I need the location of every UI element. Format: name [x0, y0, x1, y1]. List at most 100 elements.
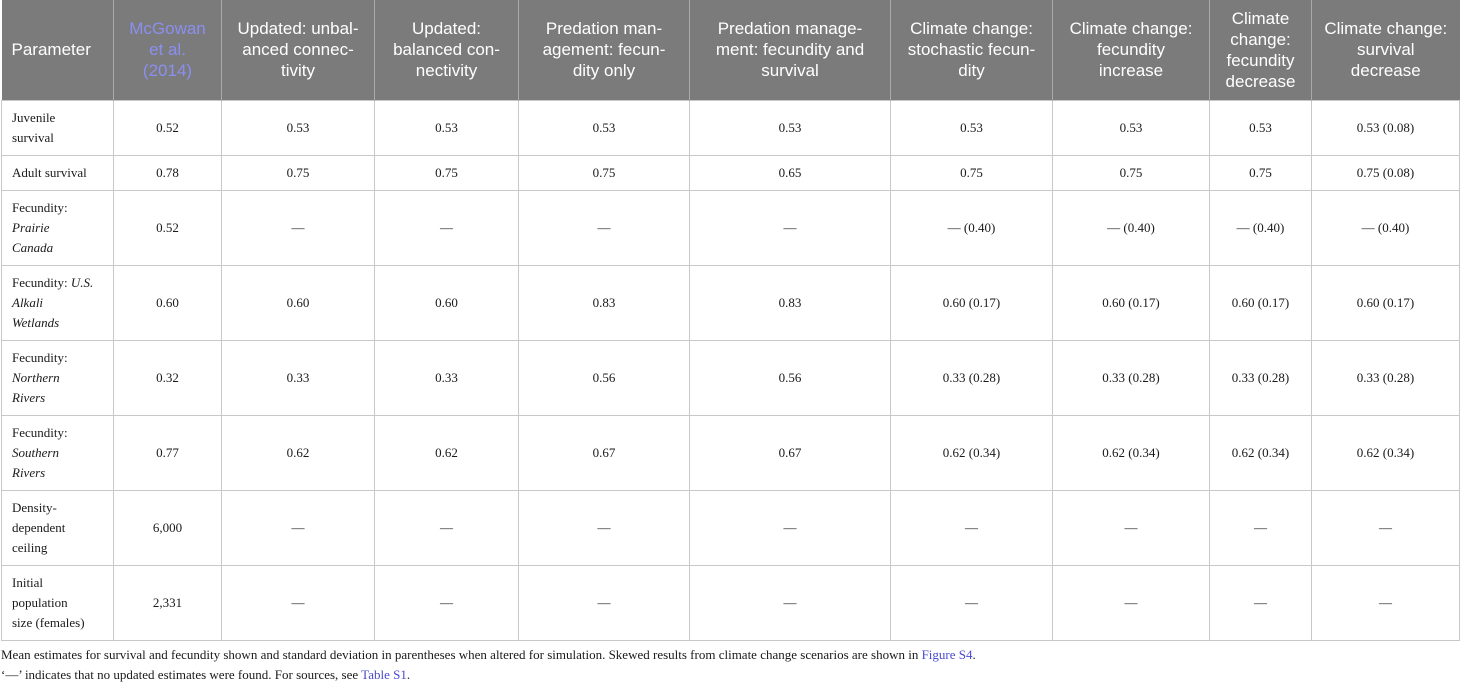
- header-line: Predation manage-: [717, 19, 863, 39]
- value-cell: 0.33: [374, 339, 519, 416]
- value-cell: —: [1209, 489, 1312, 566]
- value-cell: 0.53: [1052, 99, 1210, 156]
- parameter-text: Juvenile: [12, 109, 56, 125]
- column-header-5: Predation manage-ment: fecundity and surv…: [689, 0, 891, 100]
- column-header-0: Parameter: [1, 0, 114, 100]
- value-cell: 6,000: [113, 489, 222, 566]
- value-cell: —: [221, 564, 375, 641]
- value-cell: —: [374, 489, 519, 566]
- value-cell: 0.33 (0.28): [890, 339, 1053, 416]
- column-header-9: Climate change: survival decrease: [1311, 0, 1460, 100]
- value-cell: 0.60 (0.17): [890, 264, 1053, 341]
- value-cell: —: [221, 489, 375, 566]
- column-header-3: Updated: balanced con-nectivity: [374, 0, 519, 100]
- table-row: Fecundity: Northern Rivers 0.32 0.33 0.33 0.56…: [1, 339, 1460, 416]
- value-cell: 0.75: [890, 154, 1053, 191]
- value-cell: 0.67: [689, 414, 891, 491]
- header-line: Updated: unbal-: [237, 19, 359, 39]
- parameter-text: Fecundity:: [12, 274, 71, 290]
- mcgowan-reference-link[interactable]: McGowan et al. (2014): [129, 19, 206, 80]
- header-line: survival: [761, 61, 819, 81]
- value-cell: —: [1052, 489, 1210, 566]
- value-cell: —: [890, 489, 1053, 566]
- value-cell: — (0.40): [890, 189, 1053, 266]
- value-cell: 0.60 (0.17): [1052, 264, 1210, 341]
- parameter-text: Adult survival: [12, 164, 87, 180]
- header-line: dity: [958, 61, 985, 81]
- value-cell: 0.33 (0.28): [1209, 339, 1312, 416]
- parameter-cell: Juvenile survival: [1, 99, 114, 156]
- parameter-region: Southern: [12, 444, 59, 460]
- value-cell: 0.53: [890, 99, 1053, 156]
- value-cell: —: [890, 564, 1053, 641]
- header-line: stochastic fecun-: [907, 40, 1036, 60]
- table-row: Fecundity: Southern Rivers 0.77 0.62 0.62 0.67…: [1, 414, 1460, 491]
- header-line: fecundity: [1226, 50, 1295, 70]
- table-s1-link[interactable]: Table S1: [361, 667, 407, 682]
- parameter-region: Prairie: [12, 219, 50, 235]
- header-line: anced connec-: [242, 40, 354, 60]
- parameter-text: Density-: [12, 499, 57, 515]
- parameter-text: population: [12, 594, 68, 610]
- table-row: Adult survival 0.78 0.75 0.75 0.75 0.65 0.75 0.…: [1, 154, 1460, 191]
- parameter-region: Northern: [12, 369, 60, 385]
- value-cell: 0.60: [221, 264, 375, 341]
- value-cell: —: [221, 189, 375, 266]
- value-cell: 0.53: [689, 99, 891, 156]
- value-cell: 0.53: [374, 99, 519, 156]
- header-line: Climate change:: [1324, 19, 1448, 39]
- header-line: change:: [1230, 29, 1291, 49]
- parameter-region: Rivers: [12, 464, 46, 480]
- footnote-2: ‘—’ indicates that no updated estimates …: [1, 667, 411, 682]
- value-cell: —: [1209, 564, 1312, 641]
- parameter-table-container: Parameter McGowan et al. (2014) Updated: unb…: [1, 0, 1460, 641]
- value-cell: —: [374, 189, 519, 266]
- parameter-text: Fecundity:: [12, 349, 68, 365]
- value-cell: 0.83: [689, 264, 891, 341]
- header-line: increase: [1098, 61, 1164, 81]
- value-cell: 0.75: [1209, 154, 1312, 191]
- value-cell: —: [1311, 489, 1460, 566]
- table-row: Fecundity: U.S. Alkali Wetlands 0.60 0.60 0.6…: [1, 264, 1460, 341]
- value-cell: — (0.40): [1311, 189, 1460, 266]
- value-cell: 0.77: [113, 414, 222, 491]
- value-cell: 0.53: [1209, 99, 1312, 156]
- parameter-text: size (females): [12, 614, 85, 630]
- value-cell: 0.53: [221, 99, 375, 156]
- value-cell: 0.75: [221, 154, 375, 191]
- value-cell: —: [374, 564, 519, 641]
- table-row: Initial population size (females) 2,331— — — —…: [1, 564, 1460, 641]
- value-cell: 0.62 (0.34): [1311, 414, 1460, 491]
- value-cell: —: [1311, 564, 1460, 641]
- header-line: decrease: [1225, 71, 1296, 91]
- column-header-6: Climate change: stochastic fecun-dity: [890, 0, 1053, 100]
- header-line: McGowan: [129, 19, 206, 39]
- value-cell: 0.67: [518, 414, 690, 491]
- parameter-table: Parameter McGowan et al. (2014) Updated: unb…: [1, 0, 1460, 641]
- value-cell: —: [518, 564, 690, 641]
- header-line: et al.: [149, 40, 186, 60]
- column-header-8: Climate change: fecundity decrease: [1209, 0, 1312, 100]
- header-line: balanced con-: [393, 40, 500, 60]
- parameter-text: survival: [12, 129, 54, 145]
- value-cell: 0.53: [518, 99, 690, 156]
- value-cell: 0.32: [113, 339, 222, 416]
- value-cell: — (0.40): [1052, 189, 1210, 266]
- parameter-cell: Initial population size (females): [1, 564, 114, 641]
- value-cell: — (0.40): [1209, 189, 1312, 266]
- parameter-text: ceiling: [12, 539, 48, 555]
- value-cell: 2,331: [113, 564, 222, 641]
- parameter-region: Canada: [12, 239, 54, 255]
- value-cell: 0.60 (0.17): [1209, 264, 1312, 341]
- value-cell: 0.52: [113, 189, 222, 266]
- table-row: Density-dependent ceiling 6,000— — — — — — — —: [1, 489, 1460, 566]
- figure-s4-link[interactable]: Figure S4: [921, 647, 973, 662]
- header-line: Climate change:: [1069, 19, 1193, 39]
- parameter-cell: Adult survival: [1, 154, 114, 191]
- parameter-text: Initial: [12, 574, 44, 590]
- value-cell: —: [689, 489, 891, 566]
- parameter-region: Alkali: [12, 294, 44, 310]
- value-cell: —: [689, 564, 891, 641]
- parameter-text: Fecundity:: [12, 199, 68, 215]
- header-line: ment: fecundity and: [715, 40, 865, 60]
